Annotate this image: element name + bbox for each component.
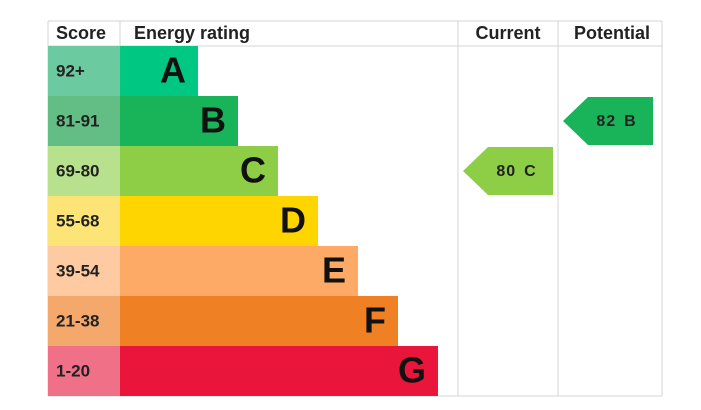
score-cell xyxy=(48,346,120,396)
rating-letter: G xyxy=(398,350,426,391)
potential-label: 82 B xyxy=(596,113,636,130)
potential-value: 82 xyxy=(596,113,616,130)
rating-letter: F xyxy=(364,300,386,341)
score-cell xyxy=(48,96,120,146)
score-label: 81-91 xyxy=(56,111,99,130)
potential-header: Potential xyxy=(574,23,650,43)
score-cell xyxy=(48,146,120,196)
score-label: 21-38 xyxy=(56,311,99,330)
rating-letter: C xyxy=(240,150,266,191)
score-label: 1-20 xyxy=(56,361,90,380)
rating-letter: B xyxy=(200,100,226,141)
rating-bar xyxy=(120,46,198,96)
score-label: 55-68 xyxy=(56,211,99,230)
rating-bar xyxy=(120,146,278,196)
rating-letter: A xyxy=(160,50,186,91)
rating-header: Energy rating xyxy=(134,23,250,43)
score-cell xyxy=(48,246,120,296)
rating-bar xyxy=(120,296,398,346)
current-label: 80 C xyxy=(496,163,536,180)
current-header: Current xyxy=(475,23,540,43)
current-arrow xyxy=(463,147,553,195)
score-label: 92+ xyxy=(56,61,85,80)
score-cell xyxy=(48,196,120,246)
rating-letter: E xyxy=(322,250,346,291)
score-label: 39-54 xyxy=(56,261,100,280)
score-cell xyxy=(48,296,120,346)
rating-bar xyxy=(120,346,438,396)
potential-letter: B xyxy=(624,113,637,130)
current-letter: C xyxy=(524,163,537,180)
rating-bar xyxy=(120,196,318,246)
score-header: Score xyxy=(56,23,106,43)
rating-bar xyxy=(120,246,358,296)
score-label: 69-80 xyxy=(56,161,99,180)
potential-arrow xyxy=(563,97,653,145)
rating-bar xyxy=(120,96,238,146)
current-value: 80 xyxy=(496,163,516,180)
rating-letter: D xyxy=(280,200,306,241)
score-cell xyxy=(48,46,120,96)
